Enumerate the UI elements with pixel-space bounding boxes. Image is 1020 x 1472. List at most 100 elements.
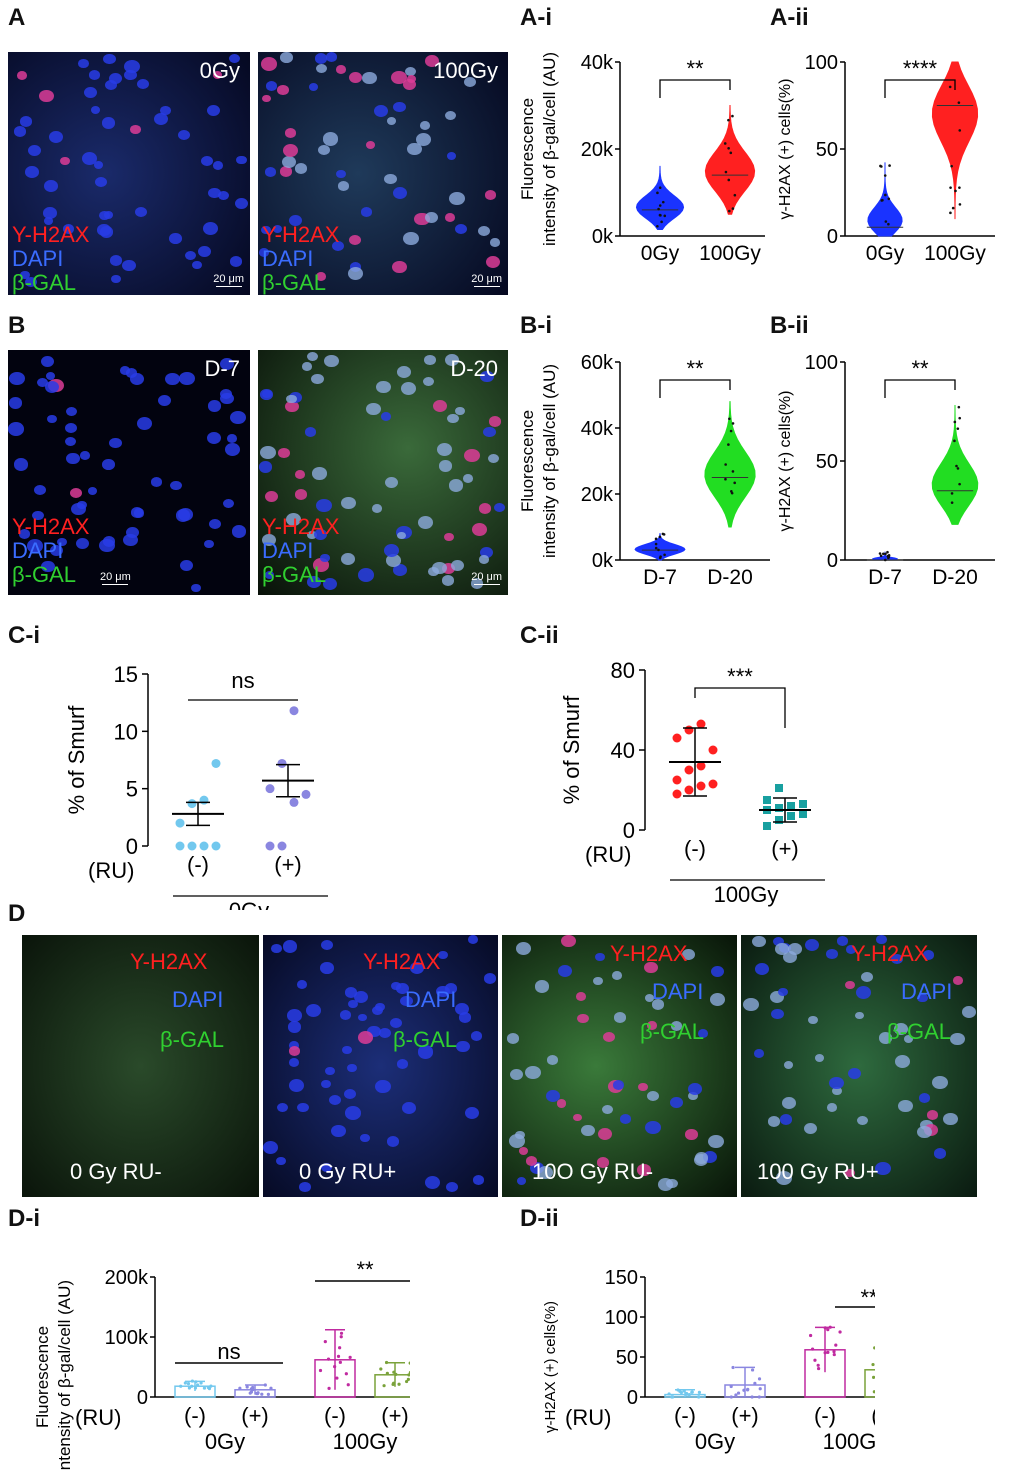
data-point: [384, 1360, 389, 1365]
nucleus: [774, 943, 789, 956]
nucleus: [307, 351, 319, 362]
violin-2: [931, 405, 979, 525]
h2ax-label: Y-H2AX: [262, 222, 340, 247]
data-point: [327, 1386, 331, 1390]
nucleus: [59, 156, 70, 166]
nucleus: [366, 403, 381, 416]
nucleus: [264, 167, 277, 177]
nucleus: [611, 971, 623, 981]
nucleus: [322, 132, 339, 146]
nucleus: [341, 1045, 352, 1054]
nucleus: [788, 943, 803, 956]
significance-bracket: [884, 379, 956, 398]
nucleus: [387, 117, 397, 126]
data-point: [672, 789, 682, 799]
nucleus: [136, 78, 150, 90]
data-point: [871, 1362, 875, 1367]
nucleus: [265, 81, 278, 92]
nucleus: [516, 1177, 527, 1185]
data-point: [958, 203, 962, 206]
y-axis-label: intensity of β-gal/cell (AU): [55, 1280, 74, 1470]
x-tick-label: 100Gy: [924, 242, 986, 265]
nucleus: [261, 533, 276, 546]
data-point: [187, 1386, 191, 1390]
data-point: [682, 1389, 686, 1393]
panel-letter-d: D: [8, 900, 26, 927]
nucleus: [212, 71, 223, 80]
nucleus: [644, 961, 658, 973]
y-tick-label: 0: [137, 1387, 148, 1409]
data-point: [658, 213, 662, 217]
data-point: [348, 1355, 352, 1359]
bgal-label: β-GAL: [640, 1019, 705, 1044]
nucleus: [708, 1134, 724, 1148]
nucleus: [573, 1113, 583, 1122]
data-point: [265, 784, 275, 794]
x-tick-label: (+): [381, 1403, 409, 1428]
x-tick-label: 0Gy: [866, 242, 905, 265]
data-point: [199, 841, 209, 851]
nucleus: [638, 1082, 649, 1092]
data-point: [887, 197, 891, 201]
nucleus: [375, 1079, 391, 1094]
nucleus: [484, 190, 496, 200]
group-label: 0Gy: [695, 1429, 735, 1454]
nucleus: [837, 936, 849, 946]
nucleus: [75, 537, 89, 549]
nucleus: [308, 83, 319, 92]
micrograph-b-d7: D-7 Y-H2AX DAPI β-GAL 20 μm: [8, 350, 250, 595]
nucleus: [229, 53, 240, 63]
y-tick-label: 100k: [105, 1327, 149, 1349]
data-point: [953, 439, 956, 443]
data-point: [823, 1351, 827, 1355]
nucleus: [386, 554, 402, 567]
nucleus: [81, 151, 98, 165]
nucleus: [64, 437, 76, 447]
nucleus: [682, 949, 696, 961]
nucleus: [483, 973, 496, 984]
data-point: [826, 1328, 830, 1332]
y-tick-label: 20k: [581, 484, 614, 506]
condition-label: 0 Gy RU-: [70, 1159, 162, 1184]
x-tick-label: (-): [684, 836, 706, 861]
nucleus: [78, 58, 89, 68]
nucleus: [922, 949, 935, 960]
data-point: [385, 1371, 389, 1375]
data-point: [750, 1368, 755, 1372]
nucleus: [206, 431, 221, 444]
nucleus: [170, 480, 182, 491]
nucleus: [403, 231, 419, 245]
data-point: [672, 775, 682, 785]
condition-label: 10O Gy RU-: [532, 1159, 654, 1184]
data-point: [684, 785, 694, 795]
nucleus: [455, 407, 465, 416]
data-point: [727, 178, 731, 182]
data-point: [828, 1325, 832, 1329]
y-tick-label: 100: [805, 352, 838, 374]
data-point: [834, 1343, 838, 1347]
data-point: [657, 207, 660, 211]
data-point: [958, 129, 962, 132]
data-point: [730, 491, 734, 495]
nucleus: [379, 1028, 392, 1039]
chart-a-i: Fluorescence intensity of β-gal/cell (AU)…: [518, 52, 765, 265]
nucleus: [470, 578, 484, 589]
nucleus: [443, 532, 454, 542]
nucleus: [219, 389, 232, 400]
nucleus: [847, 1068, 861, 1080]
data-point: [949, 211, 952, 215]
h2ax-label: Y-H2AX: [12, 514, 90, 539]
data-point: [753, 1381, 757, 1385]
nucleus: [400, 995, 413, 1007]
nucleus: [845, 944, 857, 954]
significance-bracket: [659, 79, 731, 98]
nucleus: [353, 990, 368, 1003]
nucleus: [419, 120, 430, 130]
nucleus: [204, 540, 215, 549]
nucleus: [338, 180, 350, 191]
nucleus: [524, 1065, 541, 1080]
nucleus: [402, 79, 416, 91]
group-label: 0Gy: [205, 1429, 245, 1454]
nucleus: [109, 255, 123, 266]
nucleus: [506, 1033, 520, 1045]
